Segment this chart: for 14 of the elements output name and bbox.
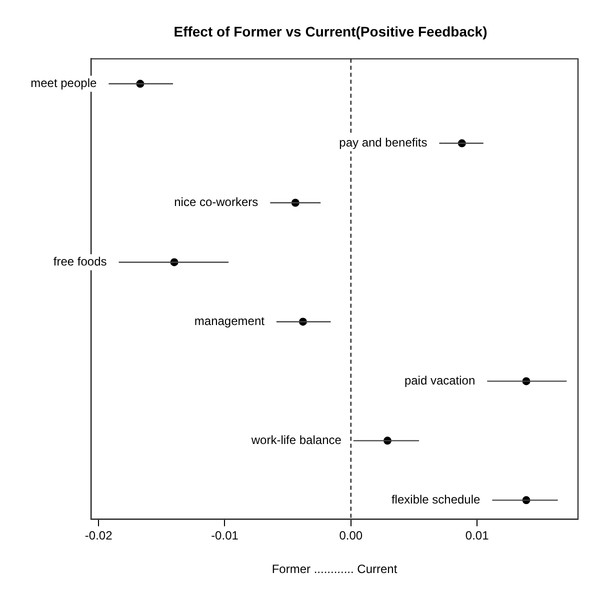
y-tick-label: nice co-workers — [174, 195, 258, 210]
y-tick-label: work-life balance — [250, 432, 342, 447]
y-tick-label: paid vacation — [404, 374, 476, 388]
x-tick-label: 0.00 — [339, 528, 363, 543]
y-tick-label: management — [194, 314, 266, 328]
chart-title: Effect of Former vs Current(Positive Feedback) — [174, 23, 488, 40]
x-tick-label: -0.02 — [84, 528, 113, 543]
y-tick-label: flexible schedule — [391, 492, 481, 506]
y-tick-label: free foods — [53, 254, 107, 269]
y-tick-label: meet people — [30, 76, 97, 90]
y-tick-label: pay and benefits — [339, 136, 428, 150]
x-tick-label: 0.01 — [465, 528, 490, 543]
x-tick-label: -0.01 — [211, 528, 239, 543]
x-axis-title: Former ............ Current — [272, 562, 398, 576]
